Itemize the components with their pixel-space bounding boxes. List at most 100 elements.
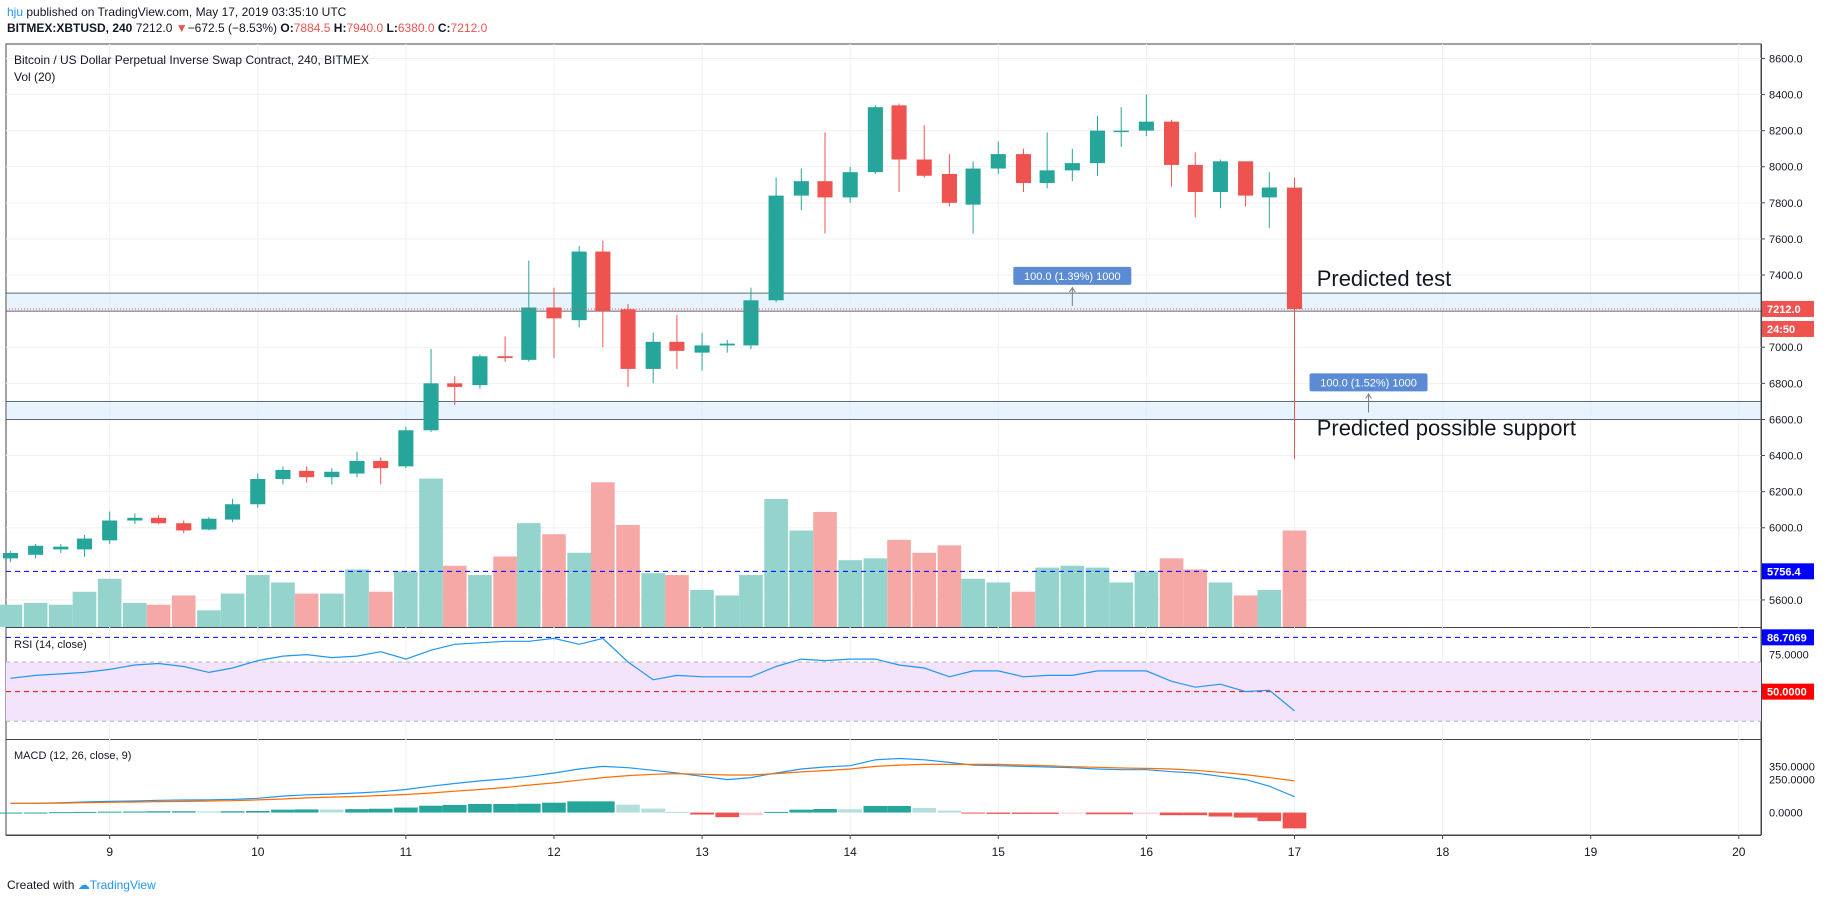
time-tick-label-11: 20: [1732, 845, 1746, 859]
close-value: 7212.0: [450, 21, 488, 35]
candle-body-3[interactable]: [76, 538, 93, 550]
zone-band-1[interactable]: [5, 400, 1762, 420]
volume-bar-45: [1109, 582, 1134, 627]
volume-bar-8: [197, 610, 221, 627]
volume-ma-badge: 5756.4: [1767, 566, 1802, 578]
candle-body-13[interactable]: [324, 471, 340, 478]
time-tick-label-1: 10: [251, 845, 265, 859]
macd-hist-25: [616, 804, 640, 813]
candle-body-50[interactable]: [1238, 161, 1254, 196]
measure-badge-4[interactable]: 100.0 (1.39%) 1000: [1024, 271, 1121, 283]
zone-band-0[interactable]: [5, 292, 1762, 312]
candle-body-20[interactable]: [497, 356, 513, 359]
candle-body-18[interactable]: [447, 383, 463, 387]
candle-body-16[interactable]: [398, 430, 414, 467]
annotation-text-3[interactable]: Predicted possible support: [1317, 416, 1576, 441]
volume-bar-42: [1035, 567, 1059, 627]
candle-body-10[interactable]: [250, 478, 266, 505]
change-arrow-icon: ▼: [175, 21, 188, 35]
annotation-text-2[interactable]: Predicted test: [1317, 266, 1452, 291]
candle-body-40[interactable]: [990, 154, 1006, 169]
volume-bar-47: [1159, 558, 1184, 627]
candle-body-32[interactable]: [793, 181, 809, 196]
low-label: L:: [386, 21, 398, 35]
volume-bar-41: [1011, 591, 1036, 627]
price-tick-label-9: 6600.0: [1769, 414, 1803, 426]
candle-body-15[interactable]: [373, 460, 389, 469]
price-tick-label-11: 6200.0: [1769, 487, 1803, 499]
candle-body-17[interactable]: [423, 383, 439, 431]
candle-body-2[interactable]: [53, 546, 69, 550]
publish-line: hju published on TradingView.com, May 17…: [7, 5, 346, 19]
candle-body-43[interactable]: [1064, 163, 1080, 171]
candle-body-47[interactable]: [1164, 121, 1180, 165]
candle-body-36[interactable]: [891, 105, 907, 160]
price-tick-label-6: 7400.0: [1769, 270, 1803, 282]
candle-body-48[interactable]: [1187, 164, 1203, 193]
time-tick-label-0: 9: [106, 845, 113, 859]
candle-body-46[interactable]: [1138, 121, 1154, 131]
candle-body-44[interactable]: [1089, 130, 1106, 164]
last-price: 7212.0: [135, 21, 173, 35]
axes-labels: 8600.0 8400.0 8200.0 8000.0 7800.0 7600.0 7400…: [106, 53, 1815, 859]
candle-body-24[interactable]: [595, 251, 611, 312]
candle-body-51[interactable]: [1261, 187, 1277, 198]
candle-body-39[interactable]: [965, 168, 981, 205]
candle-body-4[interactable]: [102, 520, 118, 541]
candle-body-49[interactable]: [1212, 161, 1228, 193]
price-tick-label-13: 5600.0: [1769, 595, 1803, 607]
volume-bar-50: [1233, 595, 1258, 627]
candle-body-45[interactable]: [1113, 130, 1129, 133]
candle-body-19[interactable]: [472, 356, 488, 386]
candle-body-37[interactable]: [916, 159, 932, 176]
candle-body-33[interactable]: [817, 181, 833, 198]
volume-bar-43: [1060, 565, 1085, 627]
candle-body-52[interactable]: [1286, 187, 1303, 309]
candle-body-26[interactable]: [645, 341, 661, 369]
candle-body-42[interactable]: [1039, 170, 1055, 183]
publisher-name[interactable]: hju: [7, 5, 24, 19]
macd-hist-17: [419, 805, 443, 813]
candle-body-29[interactable]: [719, 343, 735, 346]
candle-body-6[interactable]: [150, 517, 167, 524]
volume-bar-46: [1134, 571, 1159, 627]
macd-hist-32: [789, 809, 814, 813]
candle-body-22[interactable]: [546, 307, 562, 319]
candle-body-34[interactable]: [842, 172, 858, 198]
candle-body-35[interactable]: [867, 107, 883, 173]
candle-body-28[interactable]: [694, 345, 710, 353]
candle-body-11[interactable]: [275, 469, 291, 479]
candle-body-9[interactable]: [225, 504, 241, 520]
candle-body-5[interactable]: [127, 517, 143, 521]
candle-body-30[interactable]: [743, 300, 759, 346]
macd-hist-50: [1233, 812, 1258, 818]
macd-hist-14: [345, 809, 369, 813]
macd-hist-47: [1159, 812, 1184, 816]
footer-brand[interactable]: TradingView: [89, 878, 156, 892]
candle-body-23[interactable]: [571, 251, 587, 321]
macd-tick-label-2: 0.0000: [1769, 808, 1803, 820]
candle-body-27[interactable]: [669, 341, 685, 351]
macd-hist-38: [937, 810, 962, 813]
candle-body-38[interactable]: [941, 173, 957, 203]
candle-body-1[interactable]: [28, 545, 44, 555]
candle-body-21[interactable]: [521, 307, 537, 360]
measure-badge-5[interactable]: 100.0 (1.52%) 1000: [1320, 377, 1417, 389]
macd-hist-49: [1208, 812, 1233, 817]
candle-body-31[interactable]: [768, 195, 784, 301]
high-label: H:: [333, 21, 347, 35]
low-value: 6380.0: [397, 21, 435, 35]
candle-body-7[interactable]: [176, 523, 192, 531]
tradingview-logo-icon[interactable]: ☁: [77, 878, 90, 892]
candle-body-14[interactable]: [349, 460, 365, 474]
candle-body-0[interactable]: [2, 552, 18, 559]
candle-body-41[interactable]: [1015, 154, 1032, 183]
volume-bar-0: [0, 604, 23, 627]
volume-bar-22: [542, 534, 566, 627]
macd-hist-48: [1183, 812, 1208, 816]
macd-hist-44: [1085, 812, 1110, 815]
candle-body-25[interactable]: [620, 309, 636, 369]
candle-body-12[interactable]: [299, 470, 315, 478]
candle-body-8[interactable]: [201, 518, 217, 530]
